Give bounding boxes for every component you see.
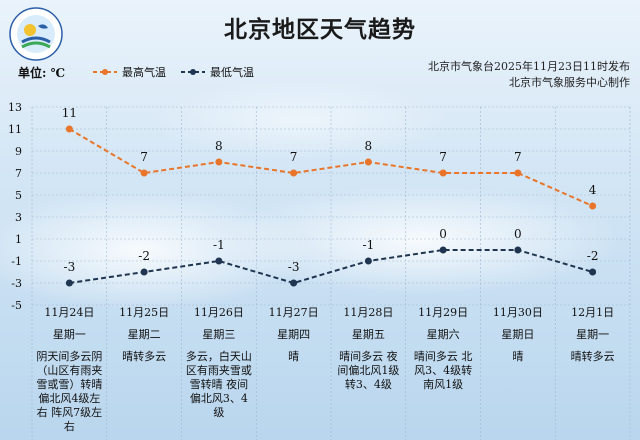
publish-line-1: 北京市气象台2025年11月23日11时发布 bbox=[428, 60, 630, 73]
day-column: 11月25日 星期二晴转多云 bbox=[108, 304, 180, 364]
y-tick-label: 13 bbox=[8, 101, 22, 114]
series-line-low bbox=[69, 249, 593, 285]
y-tick-label: -3 bbox=[11, 277, 22, 290]
day-desc: 晴转多云 bbox=[570, 350, 615, 363]
y-tick-label: 7 bbox=[15, 167, 22, 180]
data-label-low: -1 bbox=[213, 238, 225, 252]
point-low bbox=[364, 257, 372, 265]
day-week: 星期四 bbox=[277, 328, 311, 341]
day-desc: 晴 bbox=[512, 350, 524, 363]
day-column: 11月27日 星期四晴 bbox=[258, 304, 330, 364]
point-high bbox=[290, 169, 298, 177]
day-week: 星期一 bbox=[52, 328, 86, 341]
y-tick-label: 1 bbox=[15, 233, 22, 246]
data-label-low: 0 bbox=[439, 227, 447, 241]
series-line-high bbox=[68, 128, 594, 207]
point-low bbox=[439, 246, 447, 254]
y-tick-label: -5 bbox=[11, 299, 22, 312]
day-date: 11月29日 bbox=[418, 306, 469, 319]
data-label-low: -3 bbox=[288, 260, 300, 274]
day-date: 11月27日 bbox=[268, 306, 319, 319]
day-column: 11月29日 星期六晴间多云 北风3、4级转南风1级 bbox=[407, 304, 479, 392]
point-high bbox=[439, 169, 447, 177]
data-label-low: -2 bbox=[587, 249, 599, 263]
data-label-high: 11 bbox=[62, 106, 77, 120]
data-label-high: 8 bbox=[215, 139, 223, 153]
day-column: 11月24日 星期一阴天间多云阴（山区有雨夹雪或雪）转晴偏北风4级左右 阵风7级左… bbox=[33, 304, 105, 434]
day-date: 11月24日 bbox=[44, 306, 95, 319]
day-week: 星期一 bbox=[576, 328, 610, 341]
point-low bbox=[514, 246, 522, 254]
y-tick-label: -1 bbox=[11, 255, 22, 268]
data-label-high: 7 bbox=[439, 150, 447, 164]
day-column: 11月28日 星期五晴间多云 夜间偏北风1级转3、4级 bbox=[332, 304, 404, 392]
point-low bbox=[65, 279, 73, 287]
legend-high: 最高气温 bbox=[92, 64, 166, 80]
legend-low-marker-icon bbox=[181, 69, 205, 75]
day-date: 11月25日 bbox=[119, 306, 170, 319]
data-label-high: 4 bbox=[589, 183, 597, 197]
meteorological-service-logo-icon bbox=[9, 7, 63, 61]
day-desc: 晴间多云 夜间偏北风1级转3、4级 bbox=[337, 350, 400, 391]
unit-label: 单位: ℃ bbox=[18, 66, 65, 80]
day-week: 星期二 bbox=[127, 328, 161, 341]
legend-low: 最低气温 bbox=[180, 64, 254, 80]
legend-high-label: 最高气温 bbox=[122, 66, 166, 79]
legend-high-marker-icon bbox=[93, 69, 117, 75]
y-tick-label: 11 bbox=[8, 123, 22, 136]
day-column: 12月1日星期一晴转多云 bbox=[557, 304, 629, 364]
y-tick-label: 9 bbox=[15, 145, 22, 158]
data-label-low: -1 bbox=[363, 238, 375, 252]
day-desc: 晴转多云 bbox=[122, 350, 167, 363]
day-date: 12月1日 bbox=[571, 306, 615, 319]
day-column: 11月26日 星期三多云，白天山区有雨夹雪或雪转晴 夜间偏北风3、4级 bbox=[183, 304, 255, 420]
data-label-high: 8 bbox=[365, 139, 373, 153]
data-label-high: 7 bbox=[514, 150, 522, 164]
data-label-high: 7 bbox=[290, 150, 298, 164]
data-label-low: -3 bbox=[64, 260, 76, 274]
point-low bbox=[215, 257, 223, 265]
data-label-high: 7 bbox=[140, 150, 148, 164]
day-desc: 多云，白天山区有雨夹雪或雪转晴 夜间偏北风3、4级 bbox=[185, 350, 252, 419]
data-label-low: -2 bbox=[138, 249, 150, 263]
data-label-low: 0 bbox=[514, 227, 522, 241]
day-date: 11月26日 bbox=[193, 306, 244, 319]
y-tick-label: 3 bbox=[15, 211, 22, 224]
day-desc: 阴天间多云阴（山区有雨夹雪或雪）转晴偏北风4级左右 阵风7级左右 bbox=[36, 350, 103, 433]
point-low bbox=[290, 279, 298, 287]
point-high bbox=[514, 169, 522, 177]
publish-line-2: 北京市气象服务中心制作 bbox=[509, 76, 630, 89]
point-high bbox=[140, 169, 148, 177]
day-date: 11月30日 bbox=[492, 306, 543, 319]
point-low bbox=[140, 268, 148, 276]
point-high bbox=[215, 158, 223, 166]
point-high bbox=[65, 125, 73, 133]
point-high bbox=[364, 158, 372, 166]
day-week: 星期五 bbox=[351, 328, 385, 341]
day-date: 11月28日 bbox=[343, 306, 394, 319]
point-low bbox=[589, 268, 597, 276]
point-high bbox=[589, 202, 597, 210]
day-week: 星期六 bbox=[426, 328, 460, 341]
day-week: 星期三 bbox=[202, 328, 236, 341]
day-week: 星期日 bbox=[501, 328, 535, 341]
day-desc: 晴间多云 北风3、4级转南风1级 bbox=[413, 350, 473, 391]
y-tick-label: 5 bbox=[15, 189, 22, 202]
day-column: 11月30日 星期日晴 bbox=[482, 304, 554, 364]
page-title: 北京地区天气趋势 bbox=[224, 16, 416, 43]
day-desc: 晴 bbox=[288, 350, 300, 363]
legend-low-label: 最低气温 bbox=[210, 66, 254, 79]
